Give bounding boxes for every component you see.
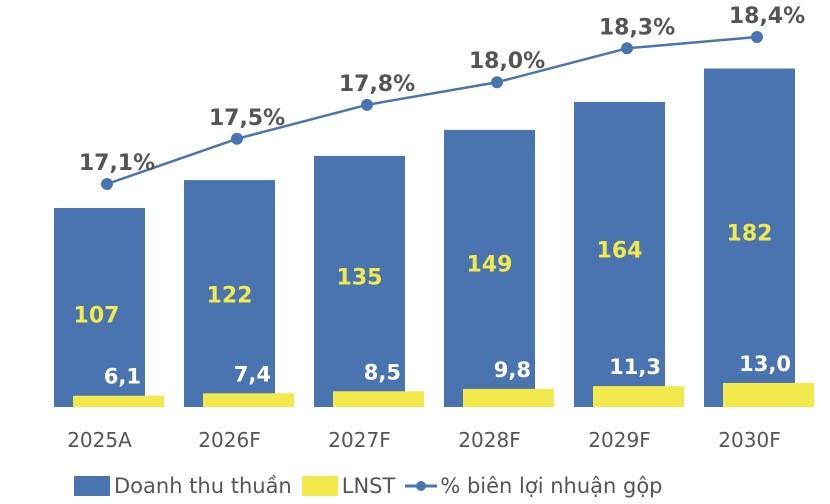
- net-profit-value-label: 11,3: [609, 355, 661, 379]
- legend-label: Doanh thu thuần: [114, 474, 292, 498]
- net-profit-value-label: 8,5: [364, 360, 401, 384]
- margin-value-label: 17,5%: [209, 106, 285, 131]
- margin-marker: [751, 31, 763, 43]
- margin-line: [106, 35, 758, 186]
- net-profit-value-label: 7,4: [234, 362, 271, 386]
- legend-label: % biên lợi nhuận gộp: [440, 474, 663, 498]
- net-profit-bar: [723, 382, 814, 407]
- legend-item-net-profit: LNST: [301, 474, 396, 498]
- net-profit-bar: [463, 388, 554, 407]
- revenue-value-label: 182: [727, 222, 773, 247]
- x-axis-labels: 2025A 2026F 2027F 2028F 2029F 2030F: [67, 428, 781, 452]
- margin-marker: [621, 42, 633, 55]
- line-marker-icon: [405, 481, 438, 491]
- category-label: 2027F: [328, 428, 390, 452]
- legend-label: LNST: [341, 474, 396, 498]
- net-profit-bar: [333, 391, 424, 407]
- net-profit-swatch-icon: [301, 476, 338, 496]
- revenue-bar: [574, 101, 665, 408]
- margin-value-label: 18,3%: [599, 15, 675, 40]
- category-label: 2025A: [67, 428, 132, 452]
- net-profit-value-label: 6,1: [104, 365, 141, 389]
- gross-margin-line: [101, 31, 763, 190]
- revenue-bar: [184, 180, 275, 407]
- revenue-bar: [704, 68, 795, 407]
- revenue-bar: [444, 129, 535, 408]
- net-profit-bar: [203, 393, 294, 407]
- data-labels: 107 6,1 122 7,4 135 8,5 149 9,8 164 11,3 182 13,0 17…: [74, 4, 806, 389]
- net-profit-value-label: 13,0: [739, 352, 791, 376]
- net-profit-bar: [593, 386, 684, 407]
- revenue-bar: [314, 155, 405, 407]
- revenue-value-label: 164: [597, 238, 643, 263]
- revenue-value-label: 107: [74, 303, 120, 328]
- net-profit-value-label: 9,8: [494, 358, 531, 382]
- margin-marker: [231, 132, 243, 145]
- net-profit-bar: [73, 395, 164, 407]
- revenue-bar: [54, 207, 145, 407]
- margin-value-label: 17,8%: [339, 72, 415, 97]
- margin-value-label: 18,0%: [469, 49, 545, 74]
- category-label: 2030F: [718, 428, 780, 452]
- legend-item-margin: % biên lợi nhuận gộp: [405, 474, 663, 498]
- legend-item-revenue: Doanh thu thuần: [74, 474, 292, 498]
- legend: Doanh thu thuần LNST % biên lợi nhuận gộ…: [74, 474, 673, 498]
- revenue-value-label: 122: [207, 284, 253, 309]
- margin-marker: [361, 98, 373, 111]
- category-label: 2026F: [198, 428, 260, 452]
- category-label: 2029F: [588, 428, 650, 452]
- margin-value-label: 17,1%: [79, 151, 155, 176]
- margin-value-label: 18,4%: [729, 4, 805, 29]
- revenue-swatch-icon: [74, 476, 110, 496]
- revenue-bars: [54, 68, 795, 408]
- revenue-value-label: 149: [467, 252, 513, 277]
- margin-marker: [101, 178, 113, 190]
- net-profit-bars: [73, 382, 814, 407]
- revenue-value-label: 135: [337, 265, 383, 290]
- category-label: 2028F: [458, 428, 520, 452]
- margin-marker: [491, 76, 503, 89]
